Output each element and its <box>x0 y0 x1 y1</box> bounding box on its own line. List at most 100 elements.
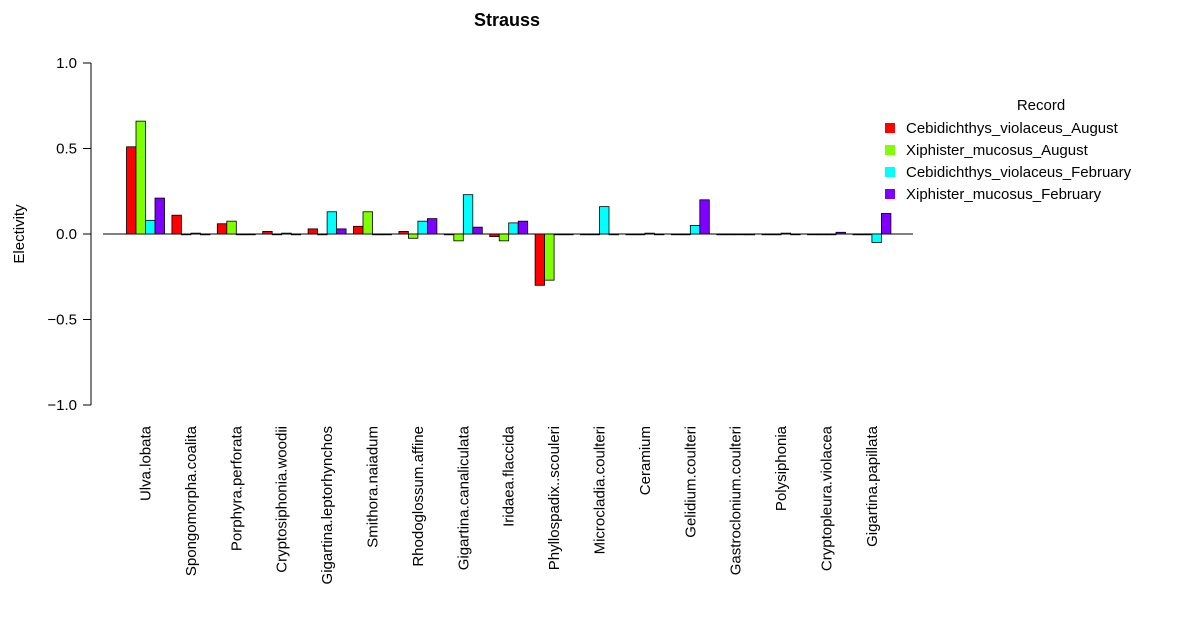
bar-Cebidichthys_violaceus_February-Porphyra.perforata <box>235 233 247 236</box>
bar-Cebidichthys_violaceus_August-Microcladia.coulteri <box>580 233 591 236</box>
bar-Cebidichthys_violaceus_February-Gigartina.leptorhynchos <box>326 211 338 235</box>
bar-Cebidichthys_violaceus_February-Gigartina.canaliculata <box>462 194 474 235</box>
bar-Xiphister_mucosus_August-Ceramium <box>635 233 646 236</box>
bar-Xiphister_mucosus_February-Gelidium.coulteri <box>699 199 710 235</box>
bar-Cebidichthys_violaceus_August-Porphyra.perforata <box>216 223 228 235</box>
x-tick-label: Microcladia.coulteri <box>592 426 609 554</box>
bar-Cebidichthys_violaceus_February-Gastroclonium.coulteri <box>735 233 746 236</box>
bar-Xiphister_mucosus_February-Gigartina.papillata <box>881 213 892 235</box>
bar-Xiphister_mucosus_August-Gigartina.canaliculata <box>453 233 464 242</box>
bar-Cebidichthys_violaceus_August-Gigartina.papillata <box>852 233 863 236</box>
bar-Xiphister_mucosus_February-Smithora.naiadum <box>381 233 392 236</box>
bar-Xiphister_mucosus_February-Gastroclonium.coulteri <box>744 233 756 236</box>
y-axis-label: Electivity <box>11 204 28 264</box>
x-tick-label: Gigartina.leptorhynchos <box>319 426 336 584</box>
bar-Cebidichthys_violaceus_February-Cryptosiphonia.woodii <box>281 232 292 235</box>
bar-Cebidichthys_violaceus_August-Gastroclonium.coulteri <box>716 233 727 236</box>
legend-swatch-Cebidichthys_violaceus_August <box>885 123 895 133</box>
bar-Cebidichthys_violaceus_August-Cryptosiphonia.woodii <box>262 231 273 235</box>
bar-Xiphister_mucosus_February-Ulva.lobata <box>154 197 165 235</box>
legend-swatch-Xiphister_mucosus_February <box>885 189 895 199</box>
bar-Cebidichthys_violaceus_February-Gelidium.coulteri <box>689 225 701 235</box>
x-tick-label: Ulva.lobata <box>138 425 155 501</box>
bar-Xiphister_mucosus_August-Gigartina.papillata <box>862 233 873 236</box>
x-tick-label: Rhodoglossum.affine <box>410 426 427 567</box>
y-tick-label: −1.0 <box>47 397 77 414</box>
bar-Xiphister_mucosus_August-Porphyra.perforata <box>226 220 237 235</box>
bar-Cebidichthys_violaceus_August-Ulva.lobata <box>126 146 137 235</box>
legend-label-Xiphister_mucosus_February: Xiphister_mucosus_February <box>906 186 1102 203</box>
bar-Cebidichthys_violaceus_February-Ceramium <box>644 232 655 235</box>
bar-Cebidichthys_violaceus_August-Spongomorpha.coalita <box>171 214 182 235</box>
x-tick-label: Gelidium.coulteri <box>682 426 699 538</box>
bar-Cebidichthys_violaceus_February-Spongomorpha.coalita <box>190 232 201 235</box>
bar-Xiphister_mucosus_February-Cryptosiphonia.woodii <box>290 233 302 236</box>
bar-Xiphister_mucosus_August-Ulva.lobata <box>135 120 146 235</box>
bar-Xiphister_mucosus_August-Cryptosiphonia.woodii <box>271 233 283 236</box>
x-tick-label: Smithora.naiadum <box>365 426 382 548</box>
bar-Cebidichthys_violaceus_February-Gigartina.papillata <box>871 233 882 243</box>
x-tick-label: Gigartina.canaliculata <box>455 425 472 570</box>
bar-Cebidichthys_violaceus_August-Smithora.naiadum <box>353 225 364 235</box>
bar-Xiphister_mucosus_February-Iridaea.flaccida <box>517 220 529 235</box>
x-tick-label: Polysiphonia <box>773 425 790 511</box>
legend-swatch-Xiphister_mucosus_August <box>885 145 895 155</box>
bar-Cebidichthys_violaceus_August-Cryptopleura.violacea <box>807 233 818 236</box>
x-tick-label: Spongomorpha.coalita <box>183 425 200 576</box>
y-tick-label: −0.5 <box>47 312 77 329</box>
bars-group <box>126 120 892 286</box>
x-tick-label: Phyllospadix..scouleri <box>546 426 563 570</box>
bar-Cebidichthys_violaceus_August-Phyllospadix..scouleri <box>534 233 545 286</box>
bar-Cebidichthys_violaceus_February-Smithora.naiadum <box>372 233 383 236</box>
bar-Xiphister_mucosus_February-Gigartina.canaliculata <box>472 226 483 235</box>
bar-Xiphister_mucosus_February-Phyllospadix..scouleri <box>563 233 574 236</box>
bar-Xiphister_mucosus_August-Gastroclonium.coulteri <box>725 233 737 236</box>
legend-label-Cebidichthys_violaceus_August: Cebidichthys_violaceus_August <box>906 120 1119 137</box>
bar-Xiphister_mucosus_February-Rhodoglossum.affine <box>426 218 438 235</box>
x-tick-label: Gigartina.papillata <box>864 425 881 547</box>
legend-title: Record <box>1017 97 1065 114</box>
chart-title: Strauss <box>474 10 540 30</box>
bar-Cebidichthys_violaceus_August-Iridaea.flaccida <box>489 233 500 237</box>
bar-Xiphister_mucosus_August-Polysiphonia <box>771 233 782 236</box>
bar-Xiphister_mucosus_February-Microcladia.coulteri <box>608 233 619 236</box>
bar-Xiphister_mucosus_February-Ceramium <box>654 233 665 236</box>
x-tick-labels: Ulva.lobata Spongomorpha.coalita Porphyra.… <box>138 425 881 584</box>
bar-Xiphister_mucosus_August-Gigartina.leptorhynchos <box>317 233 328 236</box>
legend-swatch-Cebidichthys_violaceus_February <box>885 167 895 177</box>
x-tick-label: Cryptopleura.violacea <box>819 425 836 571</box>
bar-Xiphister_mucosus_August-Smithora.naiadum <box>362 211 373 235</box>
y-axis: −1.0 −0.5 0.0 0.5 1.0 <box>47 55 92 414</box>
bar-Cebidichthys_violaceus_August-Gigartina.leptorhynchos <box>307 228 319 235</box>
bar-Cebidichthys_violaceus_February-Ulva.lobata <box>145 219 156 235</box>
bar-Xiphister_mucosus_August-Phyllospadix..scouleri <box>544 233 555 281</box>
bar-Xiphister_mucosus_August-Spongomorpha.coalita <box>180 233 192 236</box>
bar-Xiphister_mucosus_February-Polysiphonia <box>790 233 801 236</box>
x-tick-label: Cryptosiphonia.woodii <box>274 426 291 573</box>
bar-Cebidichthys_violaceus_August-Ceramium <box>625 233 636 236</box>
y-tick-label: 1.0 <box>56 55 77 72</box>
bar-Xiphister_mucosus_February-Cryptopleura.violacea <box>835 231 846 235</box>
bar-Xiphister_mucosus_February-Spongomorpha.coalita <box>199 233 211 236</box>
x-tick-label: Iridaea.flaccida <box>501 425 518 527</box>
bar-Xiphister_mucosus_February-Porphyra.perforata <box>245 233 256 236</box>
bar-Cebidichthys_violaceus_August-Rhodoglossum.affine <box>398 231 409 235</box>
y-tick-label: 0.5 <box>56 141 77 158</box>
bar-Xiphister_mucosus_August-Rhodoglossum.affine <box>407 233 419 239</box>
bar-Cebidichthys_violaceus_August-Polysiphonia <box>761 233 772 236</box>
bar-Xiphister_mucosus_August-Iridaea.flaccida <box>498 233 510 242</box>
x-tick-label: Ceramium <box>637 426 654 495</box>
bar-Cebidichthys_violaceus_February-Iridaea.flaccida <box>508 222 519 235</box>
bar-Cebidichthys_violaceus_February-Cryptopleura.violacea <box>826 233 837 236</box>
legend-label-Xiphister_mucosus_August: Xiphister_mucosus_August <box>906 142 1089 159</box>
bar-Cebidichthys_violaceus_February-Polysiphonia <box>780 232 791 235</box>
legend: Record Cebidichthys_violaceus_August Xiph… <box>885 97 1132 203</box>
bar-Xiphister_mucosus_August-Microcladia.coulteri <box>589 233 600 236</box>
legend-label-Cebidichthys_violaceus_February: Cebidichthys_violaceus_February <box>906 164 1132 181</box>
bar-Cebidichthys_violaceus_August-Gelidium.coulteri <box>670 233 682 236</box>
bar-Xiphister_mucosus_August-Cryptopleura.violacea <box>816 233 827 236</box>
bar-Xiphister_mucosus_August-Gelidium.coulteri <box>680 233 691 236</box>
bar-Cebidichthys_violaceus_August-Gigartina.canaliculata <box>443 233 455 236</box>
x-tick-label: Gastroclonium.coulteri <box>728 426 745 575</box>
